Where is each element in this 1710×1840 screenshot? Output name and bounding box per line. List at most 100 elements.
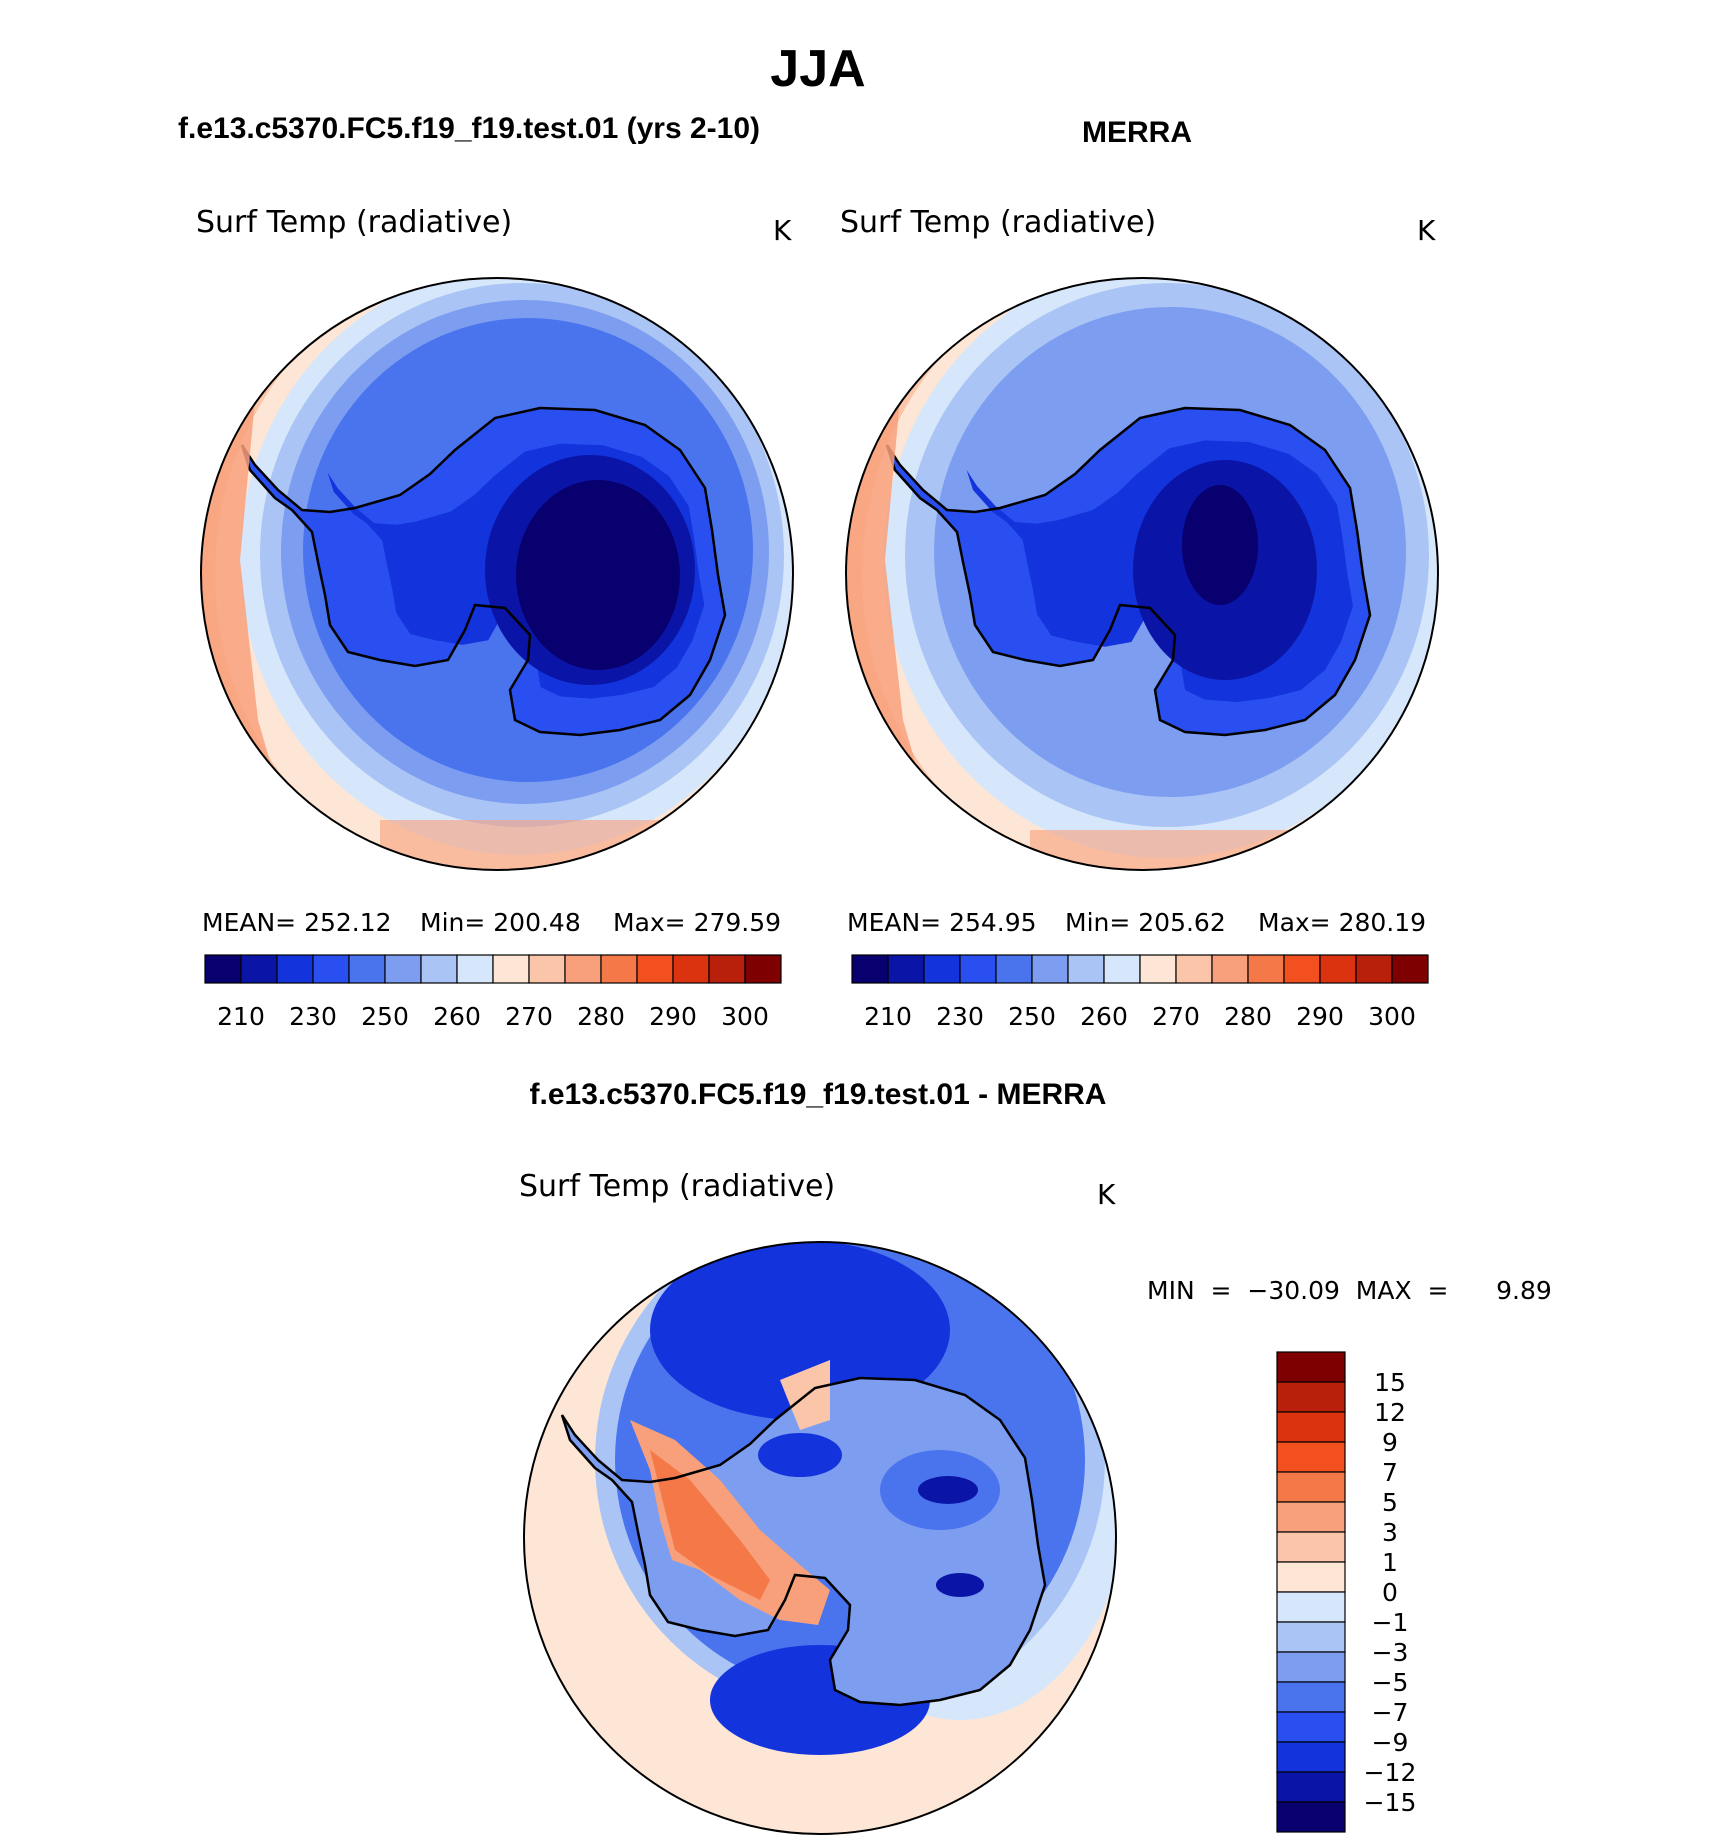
panel-obs-colorbar-labels: 210 230 250 260 270 280 290 300 [864, 1002, 1416, 1031]
panel-difference-colorbar-tick-label: 9 [1382, 1428, 1398, 1457]
panel-difference-colorbar-tick-label: 5 [1382, 1488, 1398, 1517]
panel-model-colorbar-swatch [456, 954, 494, 984]
panel-obs-colorbar-swatch [1067, 954, 1105, 984]
panel-obs-max: Max= 280.19 [1258, 908, 1426, 937]
panel-difference-minmax: MIN = −30.09 MAX = 9.89 [1147, 1276, 1552, 1305]
panel-obs-variable: Surf Temp (radiative) [840, 205, 1156, 240]
panel-model-colorbar-swatch [672, 954, 710, 984]
panel-model-colorbar-swatch [636, 954, 674, 984]
panel-model-colorbar-tick-label: 290 [649, 1002, 697, 1031]
panel-model-colorbar-tick-label: 260 [433, 1002, 481, 1031]
panel-difference-map [524, 1242, 1116, 1834]
panel-model-colorbar-tick-label: 250 [361, 1002, 409, 1031]
panel-obs-colorbar-tick-label: 230 [936, 1002, 984, 1031]
panel-model-max: Max= 279.59 [613, 908, 781, 937]
panel-obs-mean: MEAN= 254.95 [847, 908, 1037, 937]
panel-difference-colorbar-swatch [1276, 1681, 1346, 1713]
panel-difference-colorbar-swatch [1276, 1801, 1346, 1833]
panel-difference-colorbar-tick-label: −3 [1372, 1638, 1409, 1667]
panel-model-colorbar-tick-label: 270 [505, 1002, 553, 1031]
panel-obs-colorbar-swatch [851, 954, 889, 984]
panel-difference-colorbar-swatch [1276, 1411, 1346, 1443]
panel-obs-colorbar [851, 954, 1429, 984]
panel-difference-colorbar-tick-label: −5 [1372, 1668, 1409, 1697]
panel-difference-colorbar-tick-label: −7 [1372, 1698, 1409, 1727]
panel-difference-colorbar-swatch [1276, 1651, 1346, 1683]
panel-obs-units: K [1417, 214, 1436, 247]
panel-difference-units: K [1097, 1178, 1116, 1211]
panel-obs-colorbar-swatch [1103, 954, 1141, 984]
panel-model-colorbar-swatch [420, 954, 458, 984]
panel-obs-colorbar-tick-label: 270 [1152, 1002, 1200, 1031]
panel-difference-colorbar-swatch [1276, 1441, 1346, 1473]
panel-obs-colorbar-tick-label: 250 [1008, 1002, 1056, 1031]
panel-difference-colorbar-swatch [1276, 1351, 1346, 1383]
panel-difference-colorbar [1276, 1351, 1346, 1833]
panel-difference-colorbar-swatch [1276, 1621, 1346, 1653]
panel-model-colorbar-swatch [348, 954, 386, 984]
panel-model-colorbar-swatch [708, 954, 746, 984]
panel-obs-colorbar-swatch [1391, 954, 1429, 984]
panel-difference-colorbar-tick-label: 15 [1374, 1368, 1406, 1397]
panel-obs: MERRA Surf Temp (radiative) K MEAN= 254.… [840, 116, 1439, 1031]
panel-difference-colorbar-swatch [1276, 1531, 1346, 1563]
panel-model-colorbar-swatch [240, 954, 278, 984]
panel-obs-colorbar-swatch [887, 954, 925, 984]
panel-model-colorbar-tick-label: 210 [217, 1002, 265, 1031]
panel-difference-colorbar-swatch [1276, 1771, 1346, 1803]
panel-obs-colorbar-swatch [959, 954, 997, 984]
panel-obs-map-border [845, 277, 1439, 871]
panel-obs-colorbar-swatch [1175, 954, 1213, 984]
panel-difference-colorbar-tick-label: 3 [1382, 1518, 1398, 1547]
panel-difference-colorbar-tick-label: −15 [1364, 1788, 1417, 1817]
panel-obs-colorbar-swatch [1319, 954, 1357, 984]
panel-difference-colorbar-swatch [1276, 1711, 1346, 1743]
panel-difference-colorbar-tick-label: 12 [1374, 1398, 1406, 1427]
panel-difference-colorbar-tick-label: −1 [1372, 1608, 1409, 1637]
panel-difference-variable: Surf Temp (radiative) [519, 1169, 835, 1204]
panel-model-colorbar-tick-label: 300 [721, 1002, 769, 1031]
panel-model-colorbar [204, 954, 782, 984]
panel-difference: f.e13.c5370.FC5.f19_f19.test.01 - MERRA … [519, 1078, 1552, 1835]
panel-difference-colorbar-tick-label: −12 [1364, 1758, 1417, 1787]
panel-obs-colorbar-swatch [1211, 954, 1249, 984]
panel-obs-colorbar-tick-label: 280 [1224, 1002, 1272, 1031]
panel-difference-colorbar-swatch [1276, 1561, 1346, 1593]
panel-difference-colorbar-tick-label: 0 [1382, 1578, 1398, 1607]
panel-difference-colorbar-swatch [1276, 1471, 1346, 1503]
panel-model-units: K [773, 214, 792, 247]
panel-obs-colorbar-tick-label: 260 [1080, 1002, 1128, 1031]
panel-model-colorbar-swatch [600, 954, 638, 984]
panel-model-colorbar-swatch [564, 954, 602, 984]
panel-model-colorbar-swatch [744, 954, 782, 984]
panel-obs-colorbar-swatch [923, 954, 961, 984]
panel-difference-map-border [523, 1241, 1117, 1835]
panel-model-colorbar-swatch [276, 954, 314, 984]
panel-model-colorbar-swatch [384, 954, 422, 984]
panel-obs-colorbar-swatch [1031, 954, 1069, 984]
panel-model-colorbar-labels: 210 230 250 260 270 280 290 300 [217, 1002, 769, 1031]
panel-obs-colorbar-tick-label: 290 [1296, 1002, 1344, 1031]
panel-obs-colorbar-swatch [1355, 954, 1393, 984]
panel-model-colorbar-swatch [204, 954, 242, 984]
figure-title: JJA [770, 40, 865, 98]
panel-model-colorbar-swatch [528, 954, 566, 984]
panel-model-colorbar-tick-label: 230 [289, 1002, 337, 1031]
panel-obs-header: MERRA [1082, 116, 1192, 149]
panel-obs-colorbar-swatch [1139, 954, 1177, 984]
panel-model-colorbar-swatch [492, 954, 530, 984]
panel-model-min: Min= 200.48 [420, 908, 581, 937]
panel-difference-colorbar-tick-label: 1 [1382, 1548, 1398, 1577]
panel-model-mean: MEAN= 252.12 [202, 908, 392, 937]
panel-model-colorbar-swatch [312, 954, 350, 984]
panel-obs-colorbar-tick-label: 300 [1368, 1002, 1416, 1031]
panel-obs-min: Min= 205.62 [1065, 908, 1226, 937]
panel-difference-colorbar-swatch [1276, 1501, 1346, 1533]
panel-obs-colorbar-swatch [1283, 954, 1321, 984]
panel-difference-colorbar-swatch [1276, 1591, 1346, 1623]
panel-obs-colorbar-swatch [1247, 954, 1285, 984]
panel-model: f.e13.c5370.FC5.f19_f19.test.01 (yrs 2-1… [178, 112, 794, 1031]
panel-model-map [201, 278, 793, 870]
